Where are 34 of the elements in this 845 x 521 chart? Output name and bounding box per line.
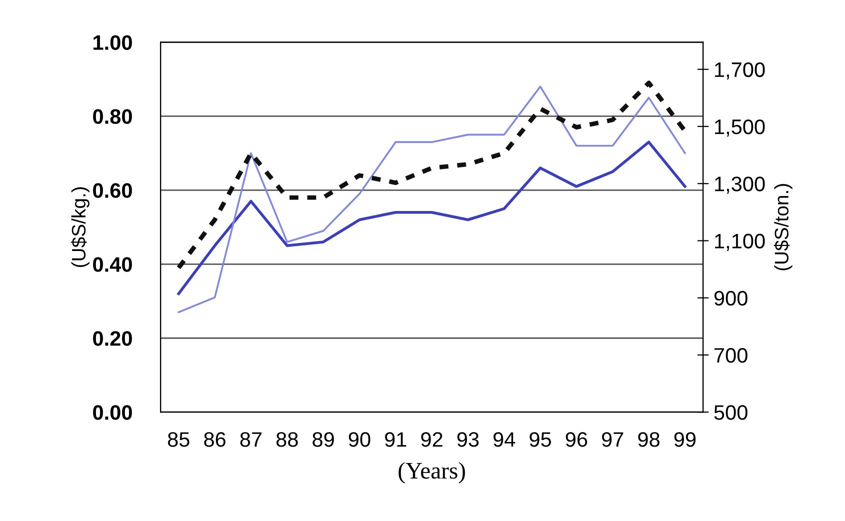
y2-tick-label: 1,500 [715,119,765,137]
x-tick-label: 87 [240,432,262,447]
y2-tick-label: 1,100 [715,234,765,251]
y-tick-label: 0.00 [93,405,132,420]
x-tick-label: 85 [168,432,190,447]
x-tick-label: 96 [566,432,588,447]
y2-tick-label: 500 [714,405,748,420]
y2-tick-label: 900 [714,290,748,306]
y-tick-label: 0.60 [93,183,132,198]
x-tick-label: 98 [638,432,660,447]
x-tick-label: 97 [602,432,624,447]
line-series [177,140,686,296]
x-tick-label: 95 [530,432,552,447]
line-series [178,86,686,314]
y-tick-label: 0.20 [93,331,132,346]
y2-tick-label: 700 [714,348,748,363]
x-tick-label: 99 [674,432,696,447]
y-tick-label: 0.40 [93,257,132,272]
x-tick-label: 93 [457,432,479,447]
x-tick-label: 91 [385,432,406,447]
y-tick-label: 0.80 [93,109,132,124]
x-axis-title: (Years) [398,462,465,484]
y2-tick-label: 1,700 [715,62,765,80]
x-tick-label: 88 [276,432,298,447]
y-tick-label: 1.00 [94,35,132,50]
y2-tick-label: 1,300 [715,176,765,194]
x-tick-label: 90 [348,432,370,447]
line-series [176,80,688,270]
x-tick-label: 94 [494,432,516,447]
x-tick-label: 92 [421,432,442,447]
y-axis-title: (U$S/kg.) [71,187,90,268]
y2-axis-title: (U$S/ton.) [774,184,792,270]
x-tick-label: 86 [204,432,226,447]
x-tick-label: 89 [312,432,334,447]
